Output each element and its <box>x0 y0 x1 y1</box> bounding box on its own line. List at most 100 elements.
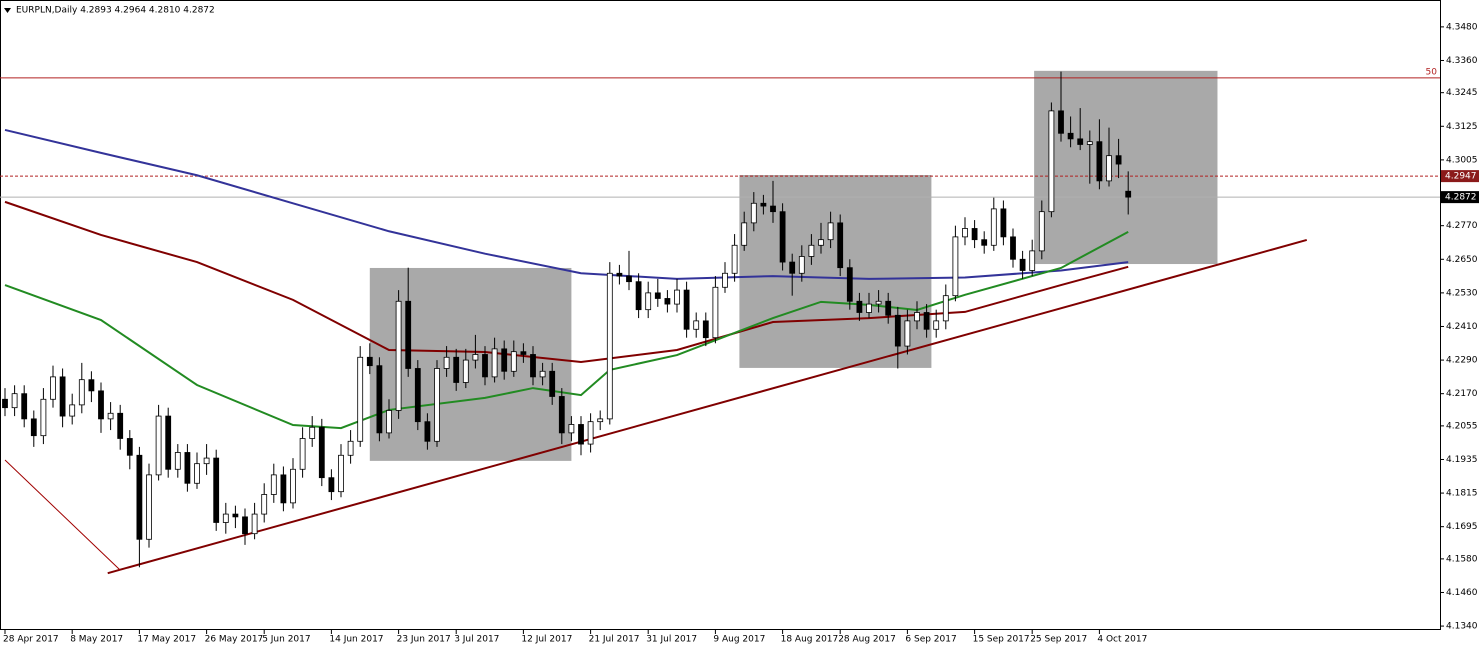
candle-body <box>270 474 277 495</box>
candle-body <box>818 239 824 246</box>
candle-body <box>376 365 383 434</box>
candle-body <box>146 474 152 540</box>
price-tag-label: 4.2947 <box>1445 172 1477 182</box>
candle-body <box>1077 138 1084 145</box>
x-tick-label: 28 Apr 2017 <box>3 635 59 645</box>
candle-body <box>309 426 316 439</box>
x-tick-label: 15 Sep 2017 <box>973 635 1030 645</box>
candle-body <box>875 300 882 305</box>
trendline <box>4 459 121 571</box>
candle-body <box>1096 141 1103 182</box>
candle-body <box>971 228 978 241</box>
candle-body <box>414 368 421 423</box>
y-tick-label: 4.1460 <box>1446 588 1478 598</box>
candle-body <box>424 421 431 442</box>
candle-body <box>990 208 997 246</box>
candle-body <box>770 205 776 213</box>
x-tick-label: 4 Oct 2017 <box>1097 635 1147 645</box>
candle-body <box>616 272 623 277</box>
candle-body <box>693 320 700 330</box>
candle-body <box>539 370 546 378</box>
zone-box <box>739 175 932 368</box>
candle-body <box>789 261 796 274</box>
candle-body <box>347 440 354 456</box>
candle-body <box>232 513 239 518</box>
candle-body <box>434 368 440 442</box>
candle-body <box>290 468 296 504</box>
candle-body <box>981 239 988 246</box>
candle-body <box>69 404 76 417</box>
candle-body <box>866 303 872 313</box>
candle-body <box>299 438 306 470</box>
y-tick-label: 4.3360 <box>1446 56 1478 66</box>
candle-body <box>654 292 661 299</box>
y-tick-label: 4.1935 <box>1446 455 1478 465</box>
chart-title: EURPLN,Daily 4.2893 4.2964 4.2810 4.2872 <box>16 6 215 16</box>
y-tick-label: 4.3125 <box>1446 122 1478 132</box>
x-tick-label: 26 May 2017 <box>205 635 264 645</box>
candle-body <box>11 393 18 409</box>
candle-body <box>136 454 143 540</box>
candle-body <box>59 376 66 417</box>
x-tick-label: 12 Jul 2017 <box>521 635 572 645</box>
candle-body <box>846 267 853 302</box>
y-tick-label: 4.2410 <box>1446 322 1478 332</box>
candle-body <box>568 424 575 434</box>
x-tick-label: 18 Aug 2017 <box>781 635 839 645</box>
candle-body <box>386 410 392 434</box>
candle-body <box>462 359 469 383</box>
candle-body <box>645 292 652 311</box>
candle-body <box>203 457 210 465</box>
candle-body <box>674 289 680 305</box>
candle-body <box>338 454 344 493</box>
candle-body <box>1029 250 1036 271</box>
candle-body <box>222 513 229 523</box>
candle-body <box>213 457 220 523</box>
candle-body <box>530 354 536 378</box>
candle-body <box>1086 141 1093 145</box>
candle-body <box>251 513 258 535</box>
candle-body <box>914 312 920 322</box>
candle-body <box>78 379 85 406</box>
y-tick-label: 4.3480 <box>1446 22 1478 32</box>
candle-body <box>942 295 949 322</box>
candle-body <box>1010 236 1016 260</box>
x-tick-label: 28 Aug 2017 <box>838 635 896 645</box>
y-tick-label: 4.3005 <box>1446 155 1478 165</box>
candle-body <box>510 351 517 372</box>
candle-body <box>520 351 527 355</box>
candle-body <box>856 300 863 313</box>
trendline <box>107 238 1308 575</box>
candle-body <box>184 452 191 484</box>
candle-body <box>760 202 767 207</box>
candle-body <box>98 390 104 420</box>
candle-body <box>702 320 709 339</box>
x-tick-label: 3 Jul 2017 <box>454 635 499 645</box>
candle-body <box>443 356 450 369</box>
candle-body <box>962 228 968 238</box>
candle-body <box>1115 155 1122 165</box>
candle-body <box>318 426 325 479</box>
candle-body <box>280 474 287 504</box>
x-tick-label: 14 Jun 2017 <box>329 635 383 645</box>
candle-body <box>472 354 479 361</box>
x-tick-label: 31 Jul 2017 <box>646 635 697 645</box>
candle-body <box>885 300 892 316</box>
candle-body <box>664 298 671 305</box>
candle-body <box>837 222 844 269</box>
menu-icon <box>4 8 11 13</box>
moving-average <box>4 230 1129 430</box>
candle-body <box>722 272 728 288</box>
candle-body <box>357 356 364 442</box>
y-tick-label: 4.1340 <box>1446 622 1478 632</box>
plot-frame <box>0 0 1441 630</box>
candle-body <box>1058 110 1064 134</box>
y-tick-label: 4.2770 <box>1446 221 1478 231</box>
x-tick-label: 21 Jul 2017 <box>589 635 640 645</box>
candle-body <box>174 452 181 470</box>
x-tick-label: 5 Jun 2017 <box>262 635 310 645</box>
candle-body <box>808 244 815 257</box>
candle-body <box>587 421 594 445</box>
candle-body <box>453 356 460 383</box>
moving-average <box>4 128 1129 280</box>
